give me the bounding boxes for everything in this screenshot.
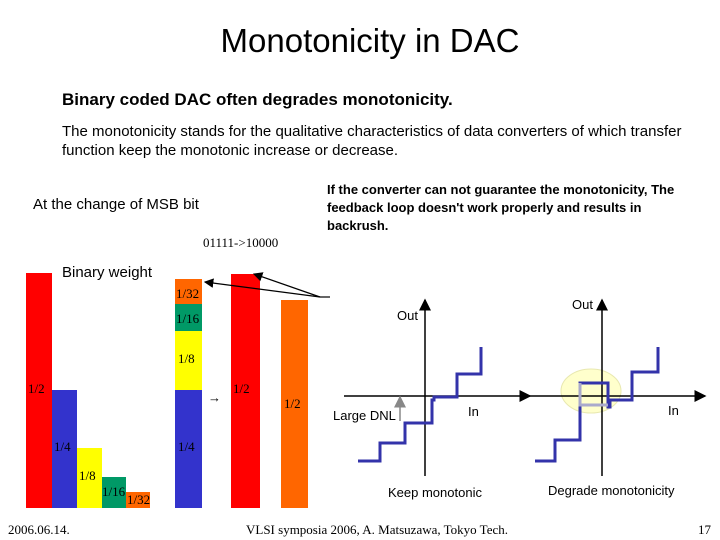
arrow-to-red-bar bbox=[252, 272, 321, 298]
slide-title: Monotonicity in DAC bbox=[220, 22, 520, 59]
right-staircase-dip bbox=[578, 383, 608, 407]
large-dnl-label: Large DNL bbox=[333, 408, 396, 423]
label-eighth-left: 1/8 bbox=[79, 468, 96, 483]
left-out-label: Out bbox=[397, 308, 418, 323]
backrush-note: If the converter can not guarantee the m… bbox=[327, 182, 675, 233]
arrow-glyph: → bbox=[208, 390, 221, 405]
label-quarter-left: 1/4 bbox=[54, 439, 71, 454]
msb-label: At the change of MSB bit bbox=[33, 196, 199, 213]
bar-red-right bbox=[231, 274, 260, 508]
left-caption: Keep monotonic bbox=[388, 485, 482, 500]
code-transition: 01111->10000 bbox=[203, 235, 279, 250]
bar-orange-right bbox=[281, 300, 308, 508]
slide-description: The monotonicity stands for the qualitat… bbox=[62, 123, 682, 159]
bar-red-msb bbox=[26, 273, 52, 508]
right-staircase bbox=[535, 347, 660, 463]
left-in-label: In bbox=[468, 404, 479, 419]
bar-teal-left bbox=[102, 477, 126, 508]
label-half-red: 1/2 bbox=[233, 381, 250, 396]
binary-weight-label: Binary weight bbox=[60, 264, 155, 281]
label-quarter-stack: 1/4 bbox=[178, 439, 195, 454]
non-monotonic-highlight bbox=[560, 368, 622, 414]
bar-yellow-left bbox=[77, 448, 102, 508]
bar-orange-left bbox=[126, 492, 150, 508]
footer-venue: VLSI symposia 2006, A. Matsuzawa, Tokyo … bbox=[246, 522, 509, 537]
page-number: 17 bbox=[698, 522, 711, 537]
label-half-orange: 1/2 bbox=[284, 396, 301, 411]
left-staircase bbox=[358, 347, 483, 463]
label-8th-stack: 1/8 bbox=[178, 351, 195, 366]
label-16th-stack: 1/16 bbox=[176, 311, 200, 326]
stack-teal bbox=[175, 304, 202, 331]
label-32nd-left: 1/32 bbox=[127, 492, 151, 507]
stack-yellow bbox=[175, 331, 202, 390]
slide-subtitle: Binary coded DAC often degrades monotoni… bbox=[62, 90, 453, 109]
label-32nd-stack: 1/32 bbox=[176, 286, 200, 301]
arrow-to-stack bbox=[203, 278, 321, 298]
right-out-label: Out bbox=[572, 297, 593, 312]
stack-blue bbox=[175, 390, 202, 508]
label-half-left: 1/2 bbox=[28, 381, 45, 396]
bar-blue-left bbox=[52, 390, 77, 508]
right-caption: Degrade monotonicity bbox=[548, 483, 675, 498]
label-sixteenth-left: 1/16 bbox=[102, 484, 126, 499]
stack-orange bbox=[175, 279, 202, 304]
footer-date: 2006.06.14. bbox=[8, 522, 70, 537]
right-in-label: In bbox=[668, 403, 679, 418]
